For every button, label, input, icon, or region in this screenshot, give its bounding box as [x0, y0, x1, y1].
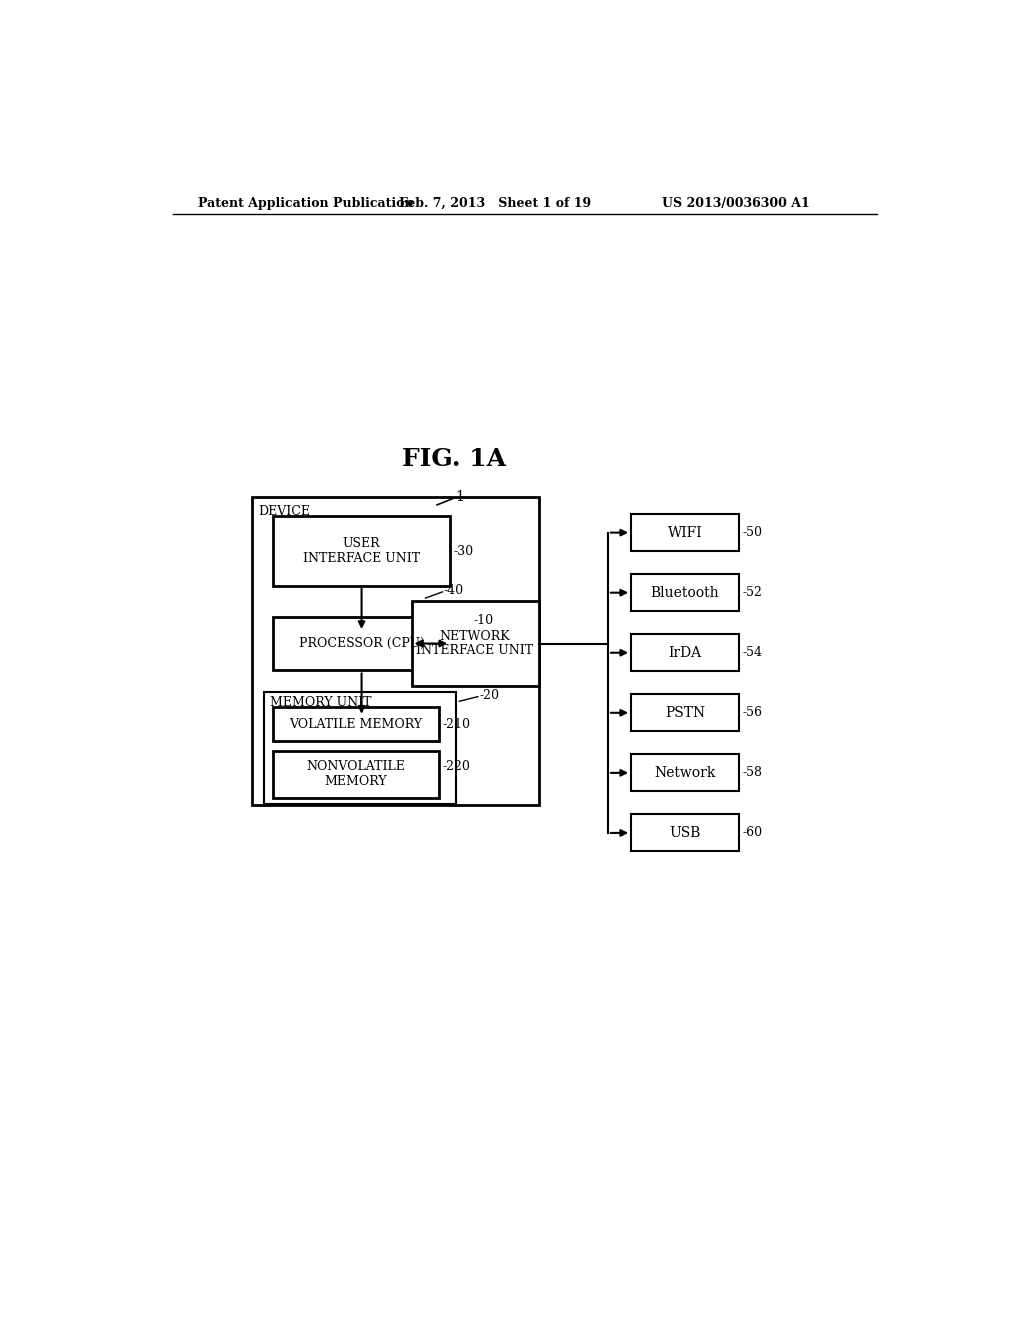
- Bar: [273, 516, 451, 586]
- Bar: [631, 814, 739, 851]
- Bar: [264, 692, 457, 804]
- Bar: [631, 635, 739, 671]
- Text: -10: -10: [473, 614, 494, 627]
- Text: MEMORY UNIT: MEMORY UNIT: [270, 696, 372, 709]
- Bar: [273, 751, 438, 797]
- Text: -40: -40: [444, 583, 464, 597]
- Bar: [631, 755, 739, 792]
- Text: Patent Application Publication: Patent Application Publication: [199, 197, 414, 210]
- Text: -20: -20: [479, 689, 500, 702]
- Text: PSTN: PSTN: [665, 706, 705, 719]
- Text: NONVOLATILE
MEMORY: NONVOLATILE MEMORY: [306, 760, 404, 788]
- Text: WIFI: WIFI: [668, 525, 702, 540]
- Text: Network: Network: [654, 766, 716, 780]
- Text: -210: -210: [442, 718, 470, 731]
- Bar: [412, 601, 539, 686]
- Text: Bluetooth: Bluetooth: [650, 586, 719, 599]
- Bar: [631, 515, 739, 552]
- Text: -50: -50: [742, 527, 763, 539]
- Text: USB: USB: [670, 826, 700, 840]
- Bar: [273, 708, 438, 742]
- Text: 1: 1: [456, 490, 464, 504]
- Text: IrDA: IrDA: [669, 645, 701, 660]
- Text: -30: -30: [454, 545, 474, 557]
- Text: -220: -220: [442, 760, 470, 774]
- Text: US 2013/0036300 A1: US 2013/0036300 A1: [662, 197, 810, 210]
- Text: USER
INTERFACE UNIT: USER INTERFACE UNIT: [303, 537, 420, 565]
- Text: -52: -52: [742, 586, 763, 599]
- Text: NETWORK
INTERFACE UNIT: NETWORK INTERFACE UNIT: [416, 630, 534, 657]
- Text: -56: -56: [742, 706, 763, 719]
- Text: Feb. 7, 2013   Sheet 1 of 19: Feb. 7, 2013 Sheet 1 of 19: [398, 197, 591, 210]
- Bar: [631, 694, 739, 731]
- Text: PROCESSOR (CPU): PROCESSOR (CPU): [299, 638, 425, 649]
- Text: VOLATILE MEMORY: VOLATILE MEMORY: [289, 718, 422, 731]
- Bar: [631, 574, 739, 611]
- Text: -60: -60: [742, 826, 763, 840]
- Text: -54: -54: [742, 647, 763, 659]
- Text: DEVICE: DEVICE: [258, 504, 310, 517]
- Text: FIG. 1A: FIG. 1A: [401, 446, 506, 471]
- Bar: [273, 616, 451, 671]
- Bar: [252, 498, 539, 805]
- Text: -58: -58: [742, 767, 763, 779]
